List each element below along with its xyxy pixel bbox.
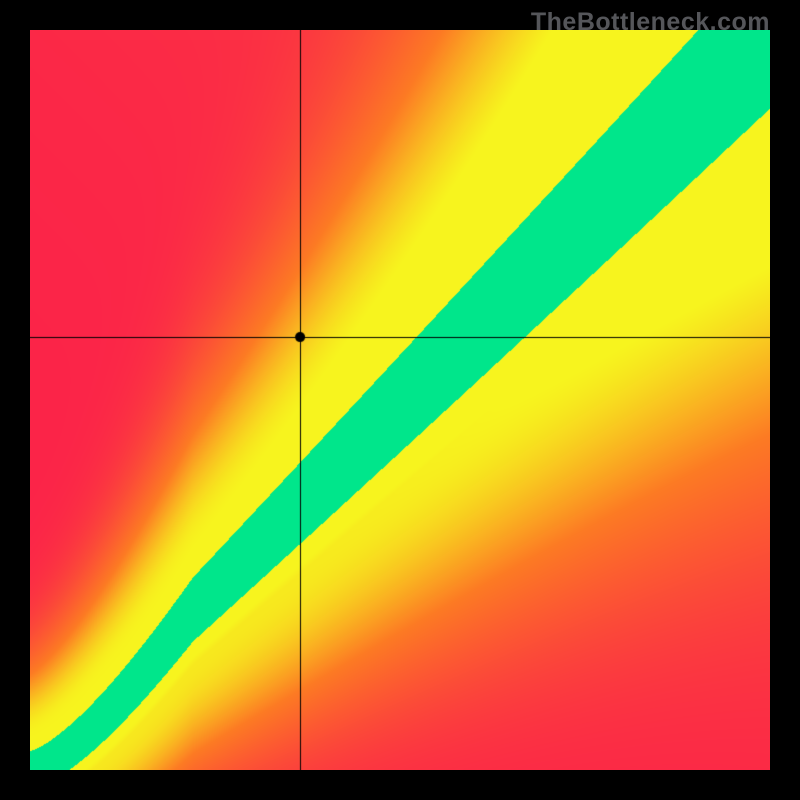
watermark-text: TheBottleneck.com — [531, 8, 770, 37]
heatmap-canvas — [30, 30, 770, 770]
figure-container: TheBottleneck.com — [0, 0, 800, 800]
plot-area — [30, 30, 770, 770]
